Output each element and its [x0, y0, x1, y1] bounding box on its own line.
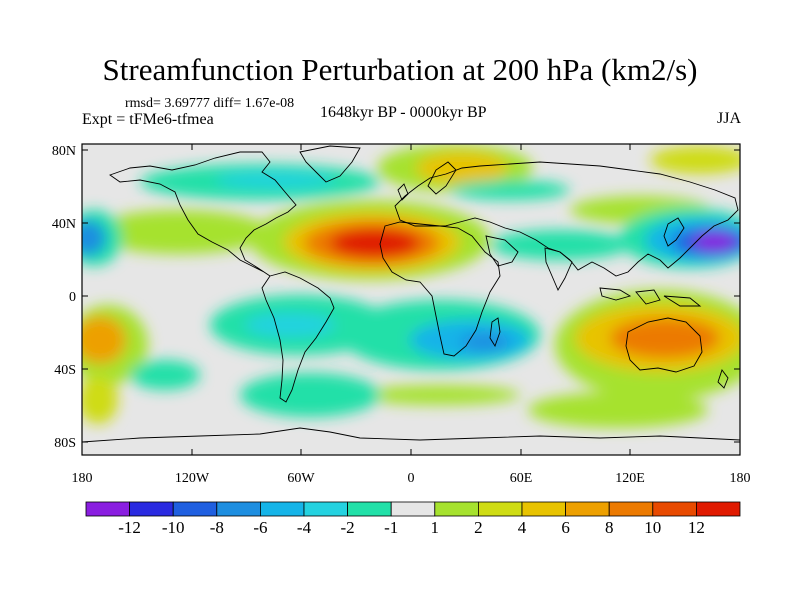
colorbar-label: 12	[688, 518, 705, 537]
lon-axis: 180 120W 60W 0 60E 120E 180	[72, 144, 751, 486]
lon-label-120w: 120W	[175, 471, 210, 486]
lat-label-0: 0	[69, 290, 76, 305]
colorbar-swatch	[303, 501, 348, 517]
lon-label-60w: 60W	[287, 471, 315, 486]
colorbar-swatch	[477, 501, 523, 517]
lon-label-120e: 120E	[615, 471, 645, 486]
colorbar-swatch	[565, 501, 610, 517]
colorbar-label: 8	[605, 518, 614, 537]
period-label: 1648kyr BP - 0000kyr BP	[320, 104, 487, 121]
colorbar-label: 1	[431, 518, 440, 537]
colorbar-swatch	[216, 501, 261, 517]
colorbar-label: -8	[210, 518, 224, 537]
season-label: JJA	[716, 110, 741, 127]
colorbar-swatch	[608, 501, 654, 517]
colorbar-swatch	[129, 501, 174, 517]
colorbar-swatch	[347, 501, 392, 517]
colorbar-label: -4	[297, 518, 312, 537]
lon-label-180e: 180	[730, 471, 751, 486]
colorbar-swatch	[652, 501, 697, 517]
contour-field	[82, 144, 740, 455]
colorbar-label: -2	[341, 518, 355, 537]
colorbar-swatch	[521, 501, 566, 517]
colorbar-label: 2	[474, 518, 483, 537]
colorbar-swatch	[172, 501, 218, 517]
lat-label-40s: 40S	[54, 363, 76, 378]
lat-label-40n: 40N	[52, 217, 76, 232]
colorbar: -12 -10 -8 -6 -4 -2 -1 1 2 4 6 8 10 12	[85, 501, 741, 537]
colorbar-swatch	[696, 501, 741, 517]
colorbar-swatch	[390, 501, 436, 517]
colorbar-label: 6	[561, 518, 570, 537]
map-title: Streamfunction Perturbation at 200 hPa (…	[102, 52, 698, 87]
stats-label: rmsd= 3.69777 diff= 1.67e-08	[125, 96, 295, 111]
colorbar-label: -12	[118, 518, 141, 537]
lat-axis: 80N 40N 0 40S 80S	[52, 144, 740, 451]
lat-label-80s: 80S	[54, 436, 76, 451]
colorbar-swatch	[85, 501, 130, 517]
colorbar-label: -10	[162, 518, 185, 537]
colorbar-label: 4	[518, 518, 527, 537]
lon-label-0: 0	[408, 471, 415, 486]
colorbar-swatch	[259, 501, 305, 517]
lon-label-60e: 60E	[510, 471, 533, 486]
lon-label-180w: 180	[72, 471, 93, 486]
lat-label-80n: 80N	[52, 144, 76, 159]
colorbar-label: -6	[253, 518, 267, 537]
coastlines	[82, 145, 740, 443]
colorbar-swatch	[434, 501, 479, 517]
colorbar-label: -1	[384, 518, 398, 537]
colorbar-label: 10	[644, 518, 661, 537]
experiment-label: Expt = tFMe6-tfmea	[82, 111, 214, 128]
